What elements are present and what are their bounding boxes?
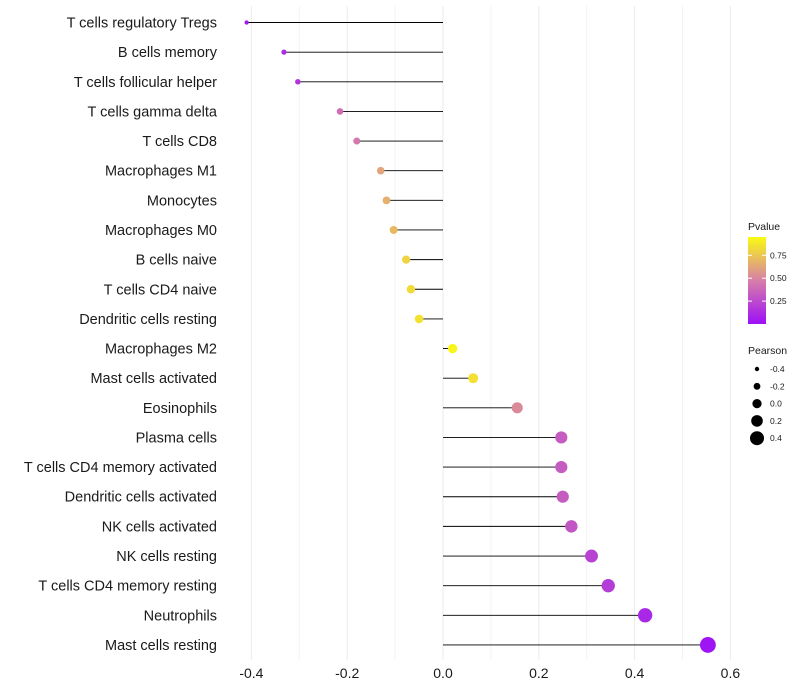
category-label: T cells regulatory Tregs	[67, 16, 217, 32]
category-label: B cells memory	[118, 45, 218, 61]
category-label: Plasma cells	[136, 430, 217, 446]
size-legend-dot	[754, 366, 760, 372]
size-legend-dot	[751, 415, 763, 427]
grid-lines	[250, 6, 731, 660]
category-label: Eosinophils	[143, 401, 217, 417]
color-legend-title: Pvalue	[748, 221, 780, 233]
lollipop-point	[555, 461, 568, 474]
lollipop-point	[376, 166, 385, 175]
category-label: Neutrophils	[144, 608, 217, 624]
category-label: T cells CD4 memory activated	[24, 460, 217, 476]
size-legend-label: 0.4	[770, 433, 782, 443]
legend: Pvalue 0.25 0.50 0.75 Pearson -0.4 -0.2 0.0 0…	[748, 221, 787, 446]
lollipop-point	[468, 373, 479, 384]
size-legend-label: 0.0	[770, 399, 782, 409]
category-label: Macrophages M0	[105, 223, 217, 239]
category-label: Macrophages M1	[105, 164, 217, 180]
lollipop-point	[511, 402, 523, 414]
color-legend-tick-label: 0.75	[770, 250, 787, 260]
lollipop-point	[638, 608, 653, 623]
category-label: Mast cells resting	[105, 638, 217, 654]
size-legend-title: Pearson	[748, 345, 787, 357]
lollipop-point	[601, 578, 615, 593]
x-tick-label: 0.0	[433, 665, 453, 681]
x-tick-label: 0.2	[529, 665, 549, 681]
category-label: Dendritic cells resting	[79, 312, 217, 328]
lollipop-point	[447, 343, 458, 354]
color-legend-tick-label: 0.25	[770, 296, 787, 306]
lollipop-point	[336, 108, 344, 115]
lollipop-point	[585, 549, 598, 563]
size-legend-dot	[753, 382, 761, 390]
x-tick-label: 0.4	[625, 665, 645, 681]
color-legend-tick-label: 0.50	[770, 273, 787, 283]
lollipop-point	[401, 255, 411, 264]
size-legend-items: -0.4 -0.2 0.0 0.2 0.4	[750, 364, 785, 446]
x-axis-tick-labels: -0.4 -0.2 0.0 0.2 0.4 0.6	[239, 665, 740, 681]
lollipop-point	[244, 20, 249, 25]
category-label: Macrophages M2	[105, 342, 217, 358]
category-label: Monocytes	[147, 193, 217, 209]
category-label: B cells naive	[136, 253, 217, 269]
category-label: NK cells activated	[102, 519, 217, 535]
lollipop-point	[555, 431, 568, 444]
category-labels: T cells regulatory Tregs B cells memory T …	[24, 16, 218, 654]
size-legend-label: -0.2	[770, 381, 785, 391]
category-label: Mast cells activated	[90, 371, 217, 387]
category-label: NK cells resting	[116, 549, 217, 565]
lollipop-point	[556, 490, 569, 503]
category-label: Dendritic cells activated	[65, 490, 217, 506]
size-legend-label: 0.2	[770, 416, 782, 426]
lollipop-point	[565, 520, 578, 533]
x-tick-label: -0.2	[335, 665, 359, 681]
lollipop-point	[295, 78, 301, 85]
lollipop-point	[389, 225, 398, 234]
category-label: T cells CD8	[142, 134, 217, 150]
color-legend-bar	[748, 237, 766, 324]
lollipop-point	[699, 637, 716, 653]
category-label: T cells follicular helper	[74, 75, 217, 91]
lollipop-points	[244, 20, 716, 653]
color-legend-ticks: 0.25 0.50 0.75	[748, 250, 787, 306]
category-label: T cells CD4 memory resting	[38, 579, 217, 595]
x-tick-label: 0.6	[721, 665, 741, 681]
lollipop-point	[414, 314, 424, 324]
category-label: T cells CD4 naive	[104, 282, 217, 298]
lollipop-point	[382, 196, 391, 205]
lollipop-point	[353, 137, 361, 145]
size-legend-dot	[750, 431, 764, 446]
x-tick-label: -0.4	[239, 665, 263, 681]
lollipop-point	[406, 285, 416, 294]
category-label: T cells gamma delta	[88, 104, 218, 120]
size-legend-dot	[752, 399, 762, 409]
lollipop-point	[281, 49, 287, 55]
lollipop-stems	[246, 22, 708, 646]
size-legend-label: -0.4	[770, 364, 785, 374]
